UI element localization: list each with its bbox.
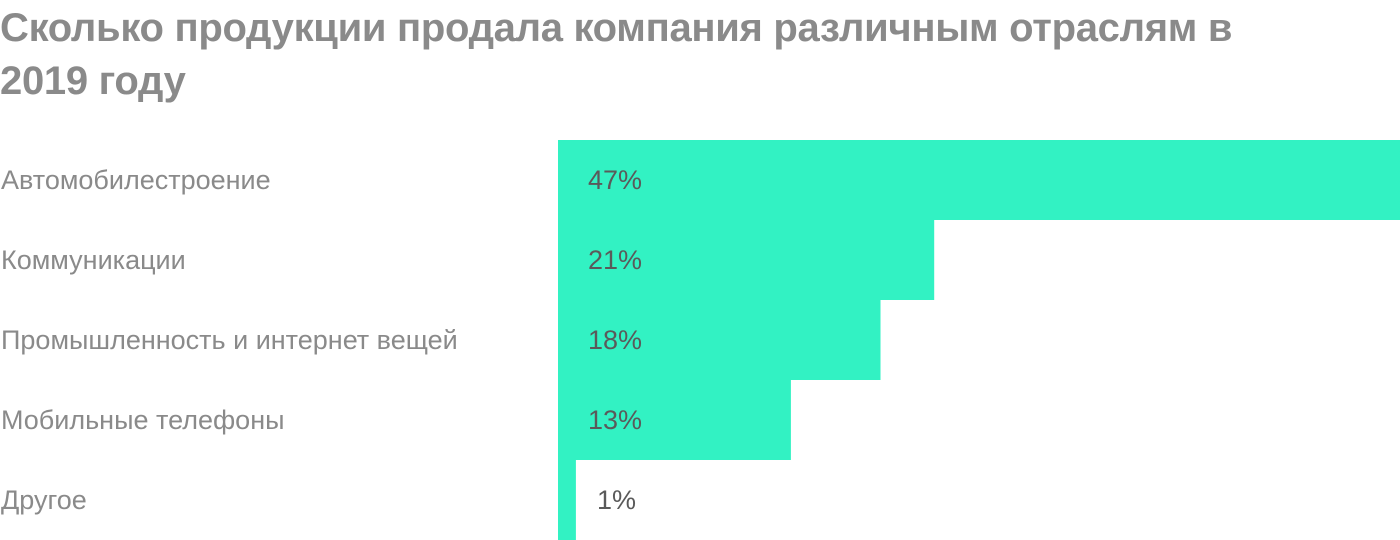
value-label: 21% [588, 245, 642, 275]
category-label: Автомобилестроение [1, 165, 271, 195]
bar-2 [558, 220, 935, 300]
bar-5 [558, 460, 576, 540]
category-label: Мобильные телефоны [1, 405, 285, 435]
value-label: 13% [588, 405, 642, 435]
value-label: 18% [588, 325, 642, 355]
category-label: Другое [1, 485, 87, 515]
category-label: Коммуникации [1, 245, 186, 275]
value-label: 1% [597, 485, 636, 515]
bar-1 [558, 140, 1400, 220]
chart-title: Сколько продукции продала компания разли… [0, 6, 1233, 103]
bar-4 [558, 380, 791, 460]
bar-3 [558, 300, 881, 380]
category-label: Промышленность и интернет вещей [1, 325, 458, 355]
value-label: 47% [588, 165, 642, 195]
